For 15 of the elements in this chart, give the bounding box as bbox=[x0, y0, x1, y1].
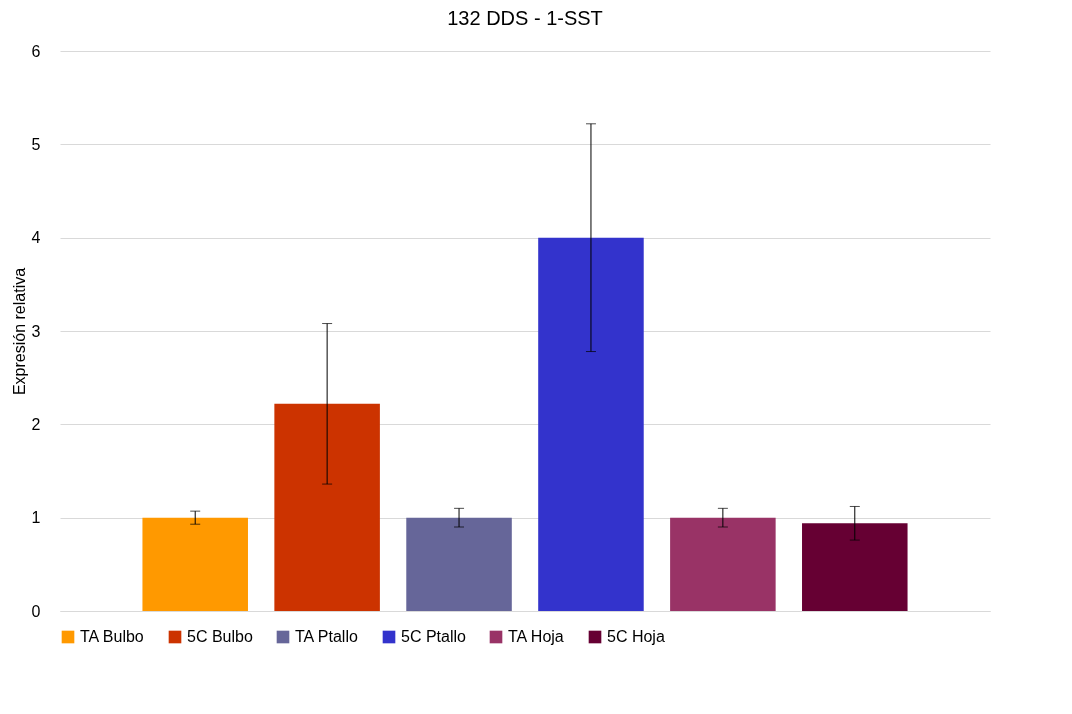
y-tick-label: 4 bbox=[31, 229, 41, 247]
y-tick-label: 1 bbox=[31, 509, 41, 527]
legend-label: 5C Ptallo bbox=[401, 628, 467, 645]
y-tick-label: 2 bbox=[31, 415, 41, 433]
y-tick-label: 5 bbox=[31, 135, 41, 153]
y-axis-title: Expresión relativa bbox=[10, 267, 28, 396]
y-tick-label: 0 bbox=[31, 602, 41, 620]
chart-title: 132 DDS - 1-SST bbox=[447, 7, 603, 29]
legend-label: TA Bulbo bbox=[80, 628, 144, 645]
legend-label: 5C Bulbo bbox=[187, 628, 253, 645]
y-tick-label: 6 bbox=[31, 42, 41, 60]
legend-label: TA Hoja bbox=[508, 628, 564, 645]
y-tick-label: 3 bbox=[31, 322, 41, 340]
legend-label: 5C Hoja bbox=[607, 628, 665, 645]
legend-label: TA Ptallo bbox=[295, 628, 358, 645]
